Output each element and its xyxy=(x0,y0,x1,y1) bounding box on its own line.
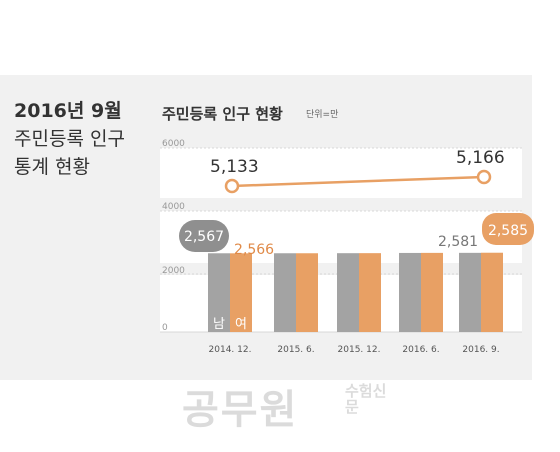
unit-label: 단위=만 xyxy=(306,110,339,120)
y-tick-label: 0 xyxy=(162,323,168,333)
total-label-end: 5,166 xyxy=(456,148,505,168)
male-bar xyxy=(399,252,421,332)
female-bar xyxy=(481,252,503,332)
x-tick-label: 2015. 6. xyxy=(277,345,314,355)
x-tick-label: 2016. 9. xyxy=(462,345,499,355)
headline-line3: 통계 현황 xyxy=(14,156,90,178)
female-last-value: 2,585 xyxy=(488,223,528,239)
legend-male: 남 xyxy=(213,317,225,332)
y-tick-label: 2000 xyxy=(162,266,185,276)
chart-title: 주민등록 인구 현황 xyxy=(162,105,283,123)
female-last-bubble xyxy=(482,213,534,245)
female-first-value: 2,566 xyxy=(234,242,274,258)
female-bar xyxy=(421,252,443,332)
female-bar xyxy=(230,253,252,332)
female-bar xyxy=(296,253,318,332)
male-bar xyxy=(337,253,359,332)
male-first-bubble xyxy=(179,220,229,252)
total-point-end xyxy=(476,169,492,185)
x-tick-label: 2016. 6. xyxy=(402,345,439,355)
legend-female: 여 xyxy=(235,317,247,332)
male-bar xyxy=(459,252,481,332)
plot-band-top xyxy=(160,148,522,198)
x-tick-label: 2015. 12. xyxy=(338,345,381,355)
watermark-side: 수험신문 xyxy=(345,382,387,416)
total-label-start: 5,133 xyxy=(210,157,259,177)
male-last-value: 2,581 xyxy=(438,234,478,250)
male-bar xyxy=(208,253,230,332)
total-point-start xyxy=(224,178,240,194)
female-bar xyxy=(359,253,381,332)
y-tick-label: 4000 xyxy=(162,202,185,212)
x-tick-label: 2014. 12. xyxy=(209,345,252,355)
male-first-value: 2,567 xyxy=(184,229,224,245)
headline-line2: 주민등록 인구 xyxy=(14,128,125,150)
headline: 2016년 9월 주민등록 인구 통계 현황 xyxy=(14,97,125,181)
male-bar xyxy=(274,253,296,332)
y-tick-label: 6000 xyxy=(162,139,185,149)
watermark-logo: 공무원 xyxy=(182,387,299,433)
headline-line1: 2016년 9월 xyxy=(14,100,122,122)
total-line xyxy=(231,175,485,188)
